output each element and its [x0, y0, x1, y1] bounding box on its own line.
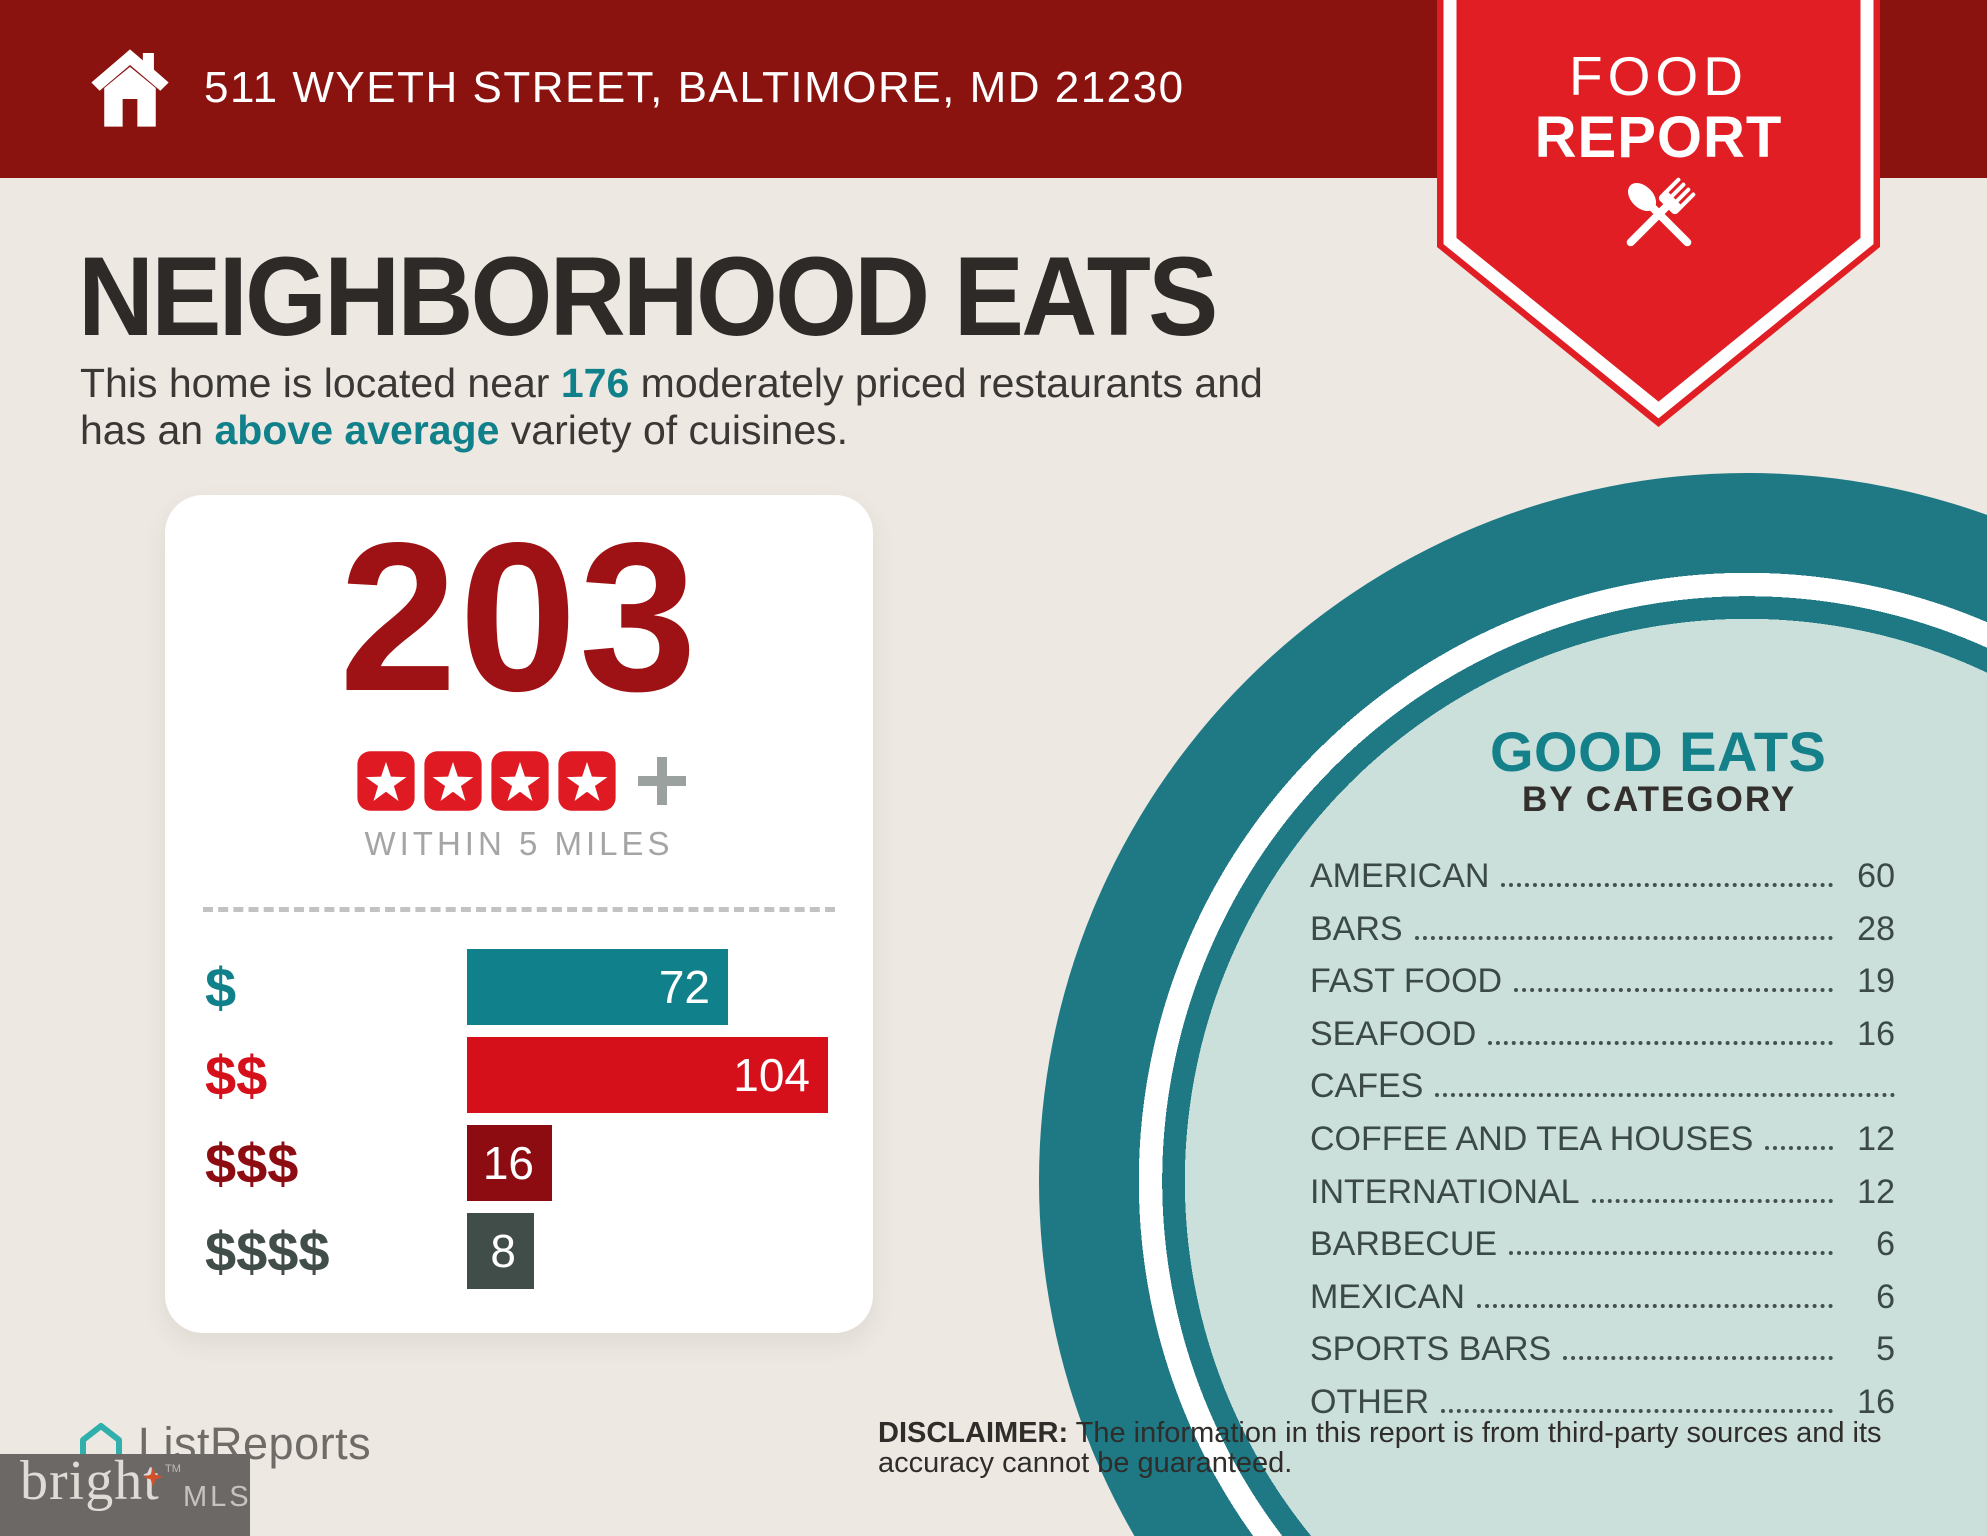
- intro-line1-post: moderately priced restaurants and: [629, 360, 1263, 406]
- dot-leader: [1441, 1408, 1833, 1413]
- category-label: SPORTS BARS: [1310, 1330, 1552, 1369]
- dot-leader: [1435, 1093, 1895, 1098]
- price-tier-value: 104: [733, 1049, 810, 1101]
- price-tier-label: $$: [205, 1043, 268, 1107]
- star-icon: [490, 751, 549, 811]
- category-label: BARS: [1310, 909, 1403, 948]
- category-row: BARBECUE 6: [1310, 1225, 1895, 1278]
- variety-highlight: above average: [214, 407, 500, 453]
- category-value: 6: [1876, 1225, 1895, 1264]
- category-value: 5: [1876, 1330, 1895, 1369]
- category-row: AMERICAN 60: [1310, 857, 1895, 910]
- price-tier-row: $$$$ 8: [205, 1213, 833, 1289]
- category-value: 16: [1857, 1014, 1895, 1053]
- property-address: 511 WYETH STREET, BALTIMORE, MD 21230: [204, 63, 1185, 112]
- bright-tm-mark: TM: [165, 1463, 181, 1475]
- category-label: MEXICAN: [1310, 1277, 1465, 1316]
- price-tier-value: 8: [490, 1225, 516, 1277]
- good-eats-subtitle: BY CATEGORY: [1522, 780, 1797, 819]
- price-tier-value: 72: [658, 961, 710, 1013]
- price-tier-bar: 104: [467, 1037, 828, 1113]
- category-label: BARBECUE: [1310, 1225, 1498, 1264]
- category-label: OTHER: [1310, 1382, 1429, 1421]
- category-value: 19: [1857, 962, 1895, 1001]
- dot-leader: [1509, 1251, 1833, 1256]
- bright-wordmark: bright: [20, 1454, 160, 1512]
- category-row: MEXICAN 6: [1310, 1278, 1895, 1331]
- price-tier-value: 16: [482, 1137, 534, 1189]
- price-tier-label: $$$: [205, 1131, 299, 1195]
- category-row: OTHER 16: [1310, 1383, 1895, 1436]
- category-row: CAFES: [1310, 1067, 1905, 1120]
- ribbon-report-label: REPORT: [1534, 105, 1783, 170]
- disclaimer-text: DISCLAIMER: The information in this repo…: [878, 1418, 1953, 1478]
- price-tier-label: $$$$: [205, 1219, 330, 1283]
- dot-leader: [1765, 1145, 1833, 1150]
- food-report-ribbon: FOOD REPORT: [1437, 0, 1880, 435]
- category-row: SPORTS BARS 5: [1310, 1330, 1895, 1383]
- disclaimer-line1: The information in this report is from t…: [1068, 1417, 1882, 1449]
- good-eats-title: GOOD EATS: [1490, 720, 1827, 783]
- price-tier-row: $$$ 16: [205, 1125, 833, 1201]
- dot-leader: [1488, 1040, 1833, 1045]
- category-row: SEAFOOD 16: [1310, 1015, 1895, 1068]
- listreports-house-icon: [80, 1423, 122, 1469]
- category-value: 12: [1857, 1119, 1895, 1158]
- category-label: AMERICAN: [1310, 857, 1490, 895]
- category-value: 60: [1857, 857, 1895, 895]
- price-tier-chart: $72 $$ 104 $$$ 16 $$$$ 8: [205, 949, 833, 1301]
- total-restaurants: 203: [339, 498, 699, 735]
- disclaimer-label: DISCLAIMER:: [878, 1417, 1069, 1449]
- good-eats-list: AMERICAN 60 BARS 28 FAST FOOD 19 SEAFOOD 16 CAFE…: [1310, 857, 1895, 1436]
- dot-leader: [1414, 935, 1833, 940]
- intro-line2-pre: has an: [80, 407, 215, 453]
- page-title: NEIGHBORHOOD EATS: [78, 234, 1218, 359]
- plus-icon: [638, 757, 686, 805]
- price-tier-row: $$ 104: [205, 1037, 833, 1113]
- price-tier-label: $: [205, 955, 237, 1019]
- category-value: 28: [1857, 909, 1895, 948]
- disclaimer-line2: accuracy cannot be guaranteed.: [878, 1447, 1293, 1479]
- restaurant-count: 176: [560, 360, 630, 406]
- category-row: FAST FOOD 19: [1310, 962, 1895, 1015]
- price-tier-bar: 8: [467, 1213, 534, 1289]
- category-value: 6: [1876, 1277, 1895, 1316]
- category-row: INTERNATIONAL 12: [1310, 1173, 1895, 1226]
- dot-leader: [1591, 1198, 1833, 1203]
- dashed-divider: [203, 907, 835, 912]
- category-label: COFFEE AND TEA HOUSES: [1310, 1119, 1754, 1158]
- radius-label: WITHIN 5 MILES: [364, 825, 674, 862]
- star-icon: [557, 751, 616, 811]
- category-value: 16: [1857, 1382, 1895, 1421]
- category-label: CAFES: [1310, 1067, 1424, 1106]
- intro-line1-pre: This home is located near: [80, 360, 561, 406]
- intro-text: This home is located near 176 moderately…: [80, 360, 1263, 454]
- dot-leader: [1501, 883, 1833, 887]
- category-row: BARS 28: [1310, 910, 1895, 963]
- dot-leader: [1563, 1356, 1833, 1361]
- bright-star-icon: [143, 1467, 163, 1487]
- category-value: 12: [1857, 1172, 1895, 1211]
- stars-row: [165, 750, 873, 812]
- spoon-fork-icon: [1626, 177, 1696, 247]
- dot-leader: [1476, 1303, 1833, 1308]
- category-label: INTERNATIONAL: [1310, 1172, 1580, 1211]
- category-row: COFFEE AND TEA HOUSES 12: [1310, 1120, 1895, 1173]
- category-label: FAST FOOD: [1310, 962, 1503, 1001]
- price-tier-bar: 72: [467, 949, 728, 1025]
- home-icon: [91, 49, 169, 127]
- star-icon: [423, 751, 482, 811]
- restaurant-stats-card: 203 WITHIN 5 MILES $72 $$ 104 $$$ 16 $$$$ 8: [165, 495, 873, 1333]
- dot-leader: [1514, 988, 1833, 993]
- category-label: SEAFOOD: [1310, 1014, 1477, 1053]
- mls-wordmark: MLS: [183, 1481, 250, 1513]
- bright-mls-logo: bright TM MLS: [0, 1454, 250, 1536]
- intro-line2-post: variety of cuisines.: [499, 407, 849, 453]
- star-icon: [356, 751, 415, 811]
- price-tier-bar: 16: [467, 1125, 552, 1201]
- price-tier-row: $72: [205, 949, 833, 1025]
- ribbon-food-label: FOOD: [1569, 45, 1748, 107]
